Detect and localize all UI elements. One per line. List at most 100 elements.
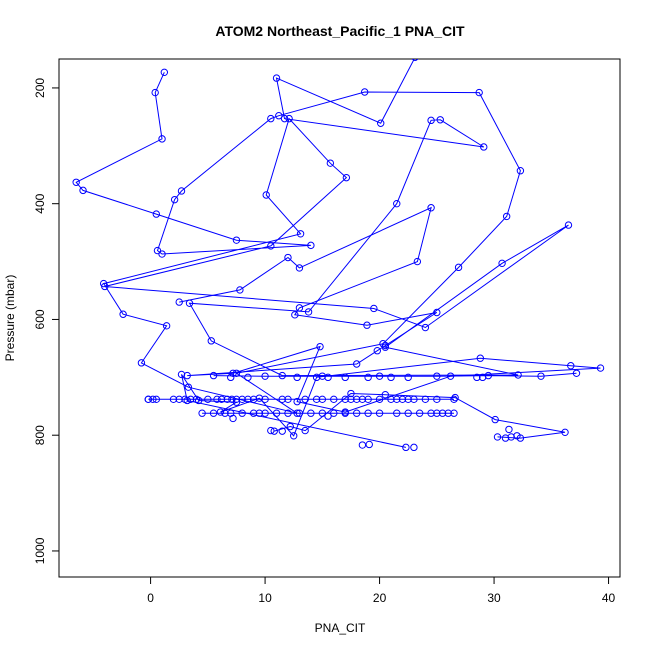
data-point [272,409,281,417]
data-point [404,373,412,382]
data-point [421,323,430,332]
data-point [255,394,264,402]
data-point [324,373,332,382]
data-point [261,372,269,380]
data-point [221,409,229,417]
data-point [473,373,481,382]
data-point [270,427,278,435]
data-point [137,359,146,367]
data-point [144,395,153,404]
data-point [204,395,212,404]
data-point [184,383,193,391]
data-point [255,409,264,417]
data-point [293,373,301,382]
data-point [261,409,269,417]
data-point [427,409,435,417]
data-point [421,395,430,404]
data-point [152,395,161,404]
data-point [318,372,327,380]
x-axis-label: PNA_CIT [315,621,366,635]
data-point [244,395,252,404]
y-tick-label: 200 [33,78,47,98]
data-point [209,409,218,417]
data-point [572,369,581,377]
data-point [238,409,246,417]
data-point [433,409,441,417]
data-point [507,433,515,441]
data-point [79,186,87,195]
data-point [387,373,395,382]
data-point [567,362,575,370]
x-tick-label: 30 [487,591,501,605]
data-point [491,415,499,424]
data-point [387,395,395,404]
data-point [286,422,294,431]
data-point [493,433,502,441]
data-point [363,321,371,329]
y-tick-label: 400 [33,193,47,213]
data-point [480,143,488,151]
data-point [209,371,218,380]
data-point [413,257,422,266]
data-point [267,114,275,123]
data-point [347,389,355,398]
data-point [207,337,215,345]
data-point [284,253,292,262]
data-point [232,395,241,404]
data-point [375,409,384,417]
y-tick-label: 600 [33,309,47,329]
data-point [347,395,355,404]
data-point [284,395,292,404]
data-point [280,114,289,123]
data-point [427,116,435,125]
data-point [352,409,361,417]
data-point [393,409,401,417]
data-point [377,119,385,127]
data-point [450,395,458,404]
data-point [364,373,372,382]
data-point [537,372,545,380]
data-point [478,373,487,382]
data-point [192,395,201,404]
data-point [278,427,286,435]
data-point [433,372,441,380]
data-point [262,191,270,199]
x-tick-label: 20 [373,591,387,605]
series-line [274,392,566,439]
data-point [475,88,483,97]
x-tick-label: 0 [147,591,154,605]
data-point [249,395,258,404]
data-point [364,395,372,404]
data-point [411,59,419,61]
data-point [149,395,157,404]
data-point [498,259,506,268]
data-point [296,230,305,238]
data-point [272,74,281,82]
data-point [119,310,127,318]
data-point [410,395,418,404]
y-axis: 200 400 600 800 1000 [33,78,60,564]
data-point [275,112,283,120]
data-point [177,370,186,379]
data-point [301,426,309,435]
data-point [318,395,327,404]
data-point [312,395,321,404]
data-point [330,409,338,417]
data-point [450,409,458,417]
data-point [393,395,401,404]
data-point [358,395,367,404]
data-point [153,246,162,255]
data-point [198,409,206,417]
data-point [316,342,324,351]
data-point [352,360,361,368]
x-tick-label: 40 [602,591,616,605]
data-point [404,395,412,404]
data-point [373,347,381,355]
data-point [352,395,361,404]
data-point [238,395,246,404]
data-point [513,432,521,440]
data-point [72,178,80,186]
data-point [284,409,292,417]
data-point [223,395,232,404]
